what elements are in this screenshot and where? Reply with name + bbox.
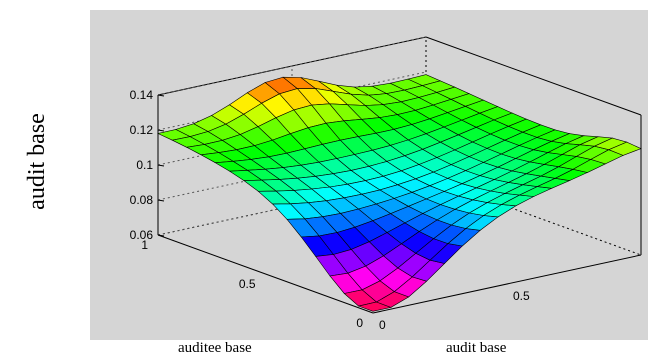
auditee-axis	[157, 234, 374, 314]
audit-axis	[372, 254, 642, 314]
z-tick-label: 0.14	[130, 88, 154, 102]
z-grid-line	[157, 36, 427, 96]
z-tick	[157, 129, 165, 132]
plot-area: 0.06 0.08 0.1 0.12 0.14 0 0.5 1 0 0.5	[90, 10, 648, 340]
surface-patch	[608, 141, 642, 156]
z-tick	[157, 94, 165, 97]
z-axis-label: audit base	[23, 112, 50, 210]
surface-chart: 0.06 0.08 0.1 0.12 0.14 0 0.5 1 0 0.5	[130, 36, 642, 332]
y-tick-label: 0	[379, 318, 386, 332]
z-tick-label: 0.08	[130, 193, 154, 207]
x-tick-label: 0	[356, 316, 363, 330]
z-tick	[157, 164, 165, 167]
right-floor-edge	[425, 176, 642, 256]
z-tick	[157, 199, 165, 202]
x-tick-label: 1	[141, 238, 148, 252]
right-top-edge	[425, 36, 642, 116]
z-grid-line	[157, 141, 427, 201]
x-axis-label: auditee base	[178, 340, 252, 356]
z-grid-line	[157, 176, 427, 236]
y-tick-label: 0.5	[513, 289, 530, 303]
z-tick-label: 0.06	[130, 228, 154, 242]
z-tick-label: 0.12	[130, 123, 154, 137]
y-axis-label: audit base	[446, 340, 507, 356]
x-tick-label: 0.5	[239, 277, 256, 291]
z-tick	[157, 234, 165, 237]
z-tick-label: 0.1	[136, 158, 153, 172]
